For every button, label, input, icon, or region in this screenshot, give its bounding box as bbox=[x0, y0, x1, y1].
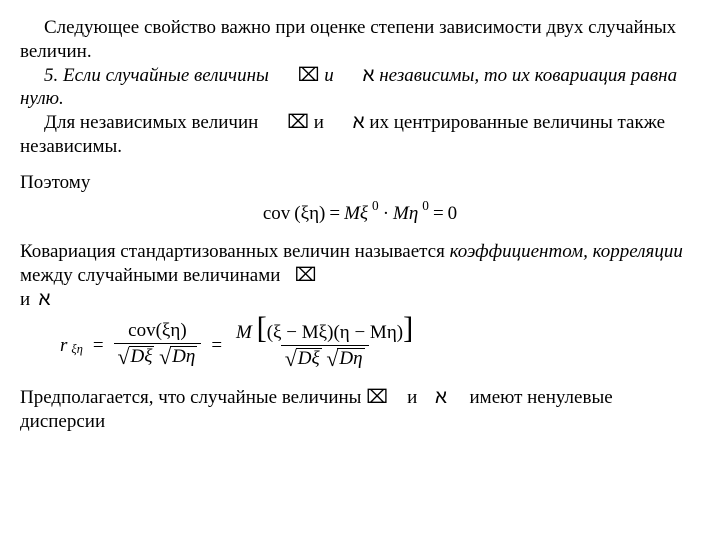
f1-arg: (ξη) bbox=[294, 202, 325, 226]
eta-symbol-3: ﬡ bbox=[35, 288, 54, 312]
f2-d1: Dξ bbox=[129, 346, 155, 368]
f1-eq2: = bbox=[433, 202, 444, 226]
p4c: между случайными величинами bbox=[20, 265, 285, 286]
f1-zero: 0 bbox=[448, 202, 458, 226]
f1-sup1: 0 bbox=[372, 198, 379, 215]
f2-frac2: M [(ξ − Mξ)(η − Mη)] Dξ Dη bbox=[232, 319, 417, 372]
p5b: и bbox=[402, 387, 422, 408]
f2-covarg: (ξη) bbox=[156, 320, 187, 341]
p3b: и bbox=[309, 112, 329, 133]
xi-symbol-1: ⌧ bbox=[274, 64, 320, 88]
f1-cov: cov bbox=[263, 202, 290, 226]
f2-cov: cov bbox=[128, 320, 155, 341]
xi-symbol-4: ⌧ bbox=[366, 386, 388, 410]
f2-lb: [ bbox=[257, 311, 267, 345]
f2-eq2: = bbox=[211, 334, 222, 358]
f2-sqrt3: Dξ bbox=[285, 347, 322, 371]
paragraph-4: Ковариация стандартизованных величин наз… bbox=[20, 240, 700, 311]
f2-d2: Dη bbox=[170, 346, 197, 368]
f2-sqrt4: Dη bbox=[326, 347, 364, 371]
f2-t1b: (η − Mη) bbox=[333, 322, 403, 343]
p5a: Предполагается, что случайные величины bbox=[20, 387, 366, 408]
xi-symbol-2: ⌧ bbox=[263, 111, 309, 135]
f2-M: M bbox=[236, 322, 252, 343]
f2-sqrt2: Dη bbox=[159, 345, 197, 369]
eta-symbol-4: ﬡ bbox=[432, 386, 451, 410]
therefore-label: Поэтому bbox=[20, 171, 700, 195]
f1-m1: Mξ bbox=[344, 202, 368, 226]
formula-covariance-zero: cov(ξη) = Mξ0 · Mη0 = 0 bbox=[20, 202, 700, 226]
p4a: Ковариация стандартизованных величин наз… bbox=[20, 241, 450, 262]
f1-m2: Mη bbox=[393, 202, 418, 226]
f1-dot: · bbox=[383, 202, 389, 226]
f2-eq: = bbox=[93, 334, 104, 358]
xi-symbol-3: ⌧ bbox=[295, 264, 317, 288]
f2-sqrt1: Dξ bbox=[118, 345, 155, 369]
p2b: и bbox=[320, 65, 339, 86]
paragraph-1: Следующее свойство важно при оценке степ… bbox=[20, 16, 700, 64]
eta-symbol-1: ﬡ bbox=[339, 64, 375, 88]
p4d: и bbox=[20, 289, 35, 310]
formula-correlation: rξη = cov(ξη) Dξ Dη = M [(ξ − Mξ)(η − Mη… bbox=[60, 319, 700, 372]
f1-eq: = bbox=[329, 202, 340, 226]
paragraph-5: Предполагается, что случайные величины ⌧… bbox=[20, 386, 700, 434]
p3a: Для независимых величин bbox=[44, 112, 263, 133]
f2-frac1: cov(ξη) Dξ Dη bbox=[114, 321, 202, 370]
p4b: коэффициентом, корреляции bbox=[450, 241, 683, 262]
paragraph-3: Для независимых величин ⌧ и ﬡ их центрир… bbox=[20, 111, 700, 159]
eta-symbol-2: ﬡ bbox=[329, 111, 365, 135]
f2-t1a: (ξ − Mξ) bbox=[267, 322, 334, 343]
f2-rb: ] bbox=[403, 311, 413, 345]
p2a: 5. Если случайные величины bbox=[44, 65, 274, 86]
f2-d1b: Dξ bbox=[296, 348, 322, 370]
f1-sup2: 0 bbox=[422, 198, 429, 215]
f2-r: r bbox=[60, 334, 67, 358]
paragraph-2: 5. Если случайные величины ⌧ и ﬡ независ… bbox=[20, 64, 700, 112]
f2-d2b: Dη bbox=[337, 348, 364, 370]
f2-rsub: ξη bbox=[71, 342, 82, 357]
